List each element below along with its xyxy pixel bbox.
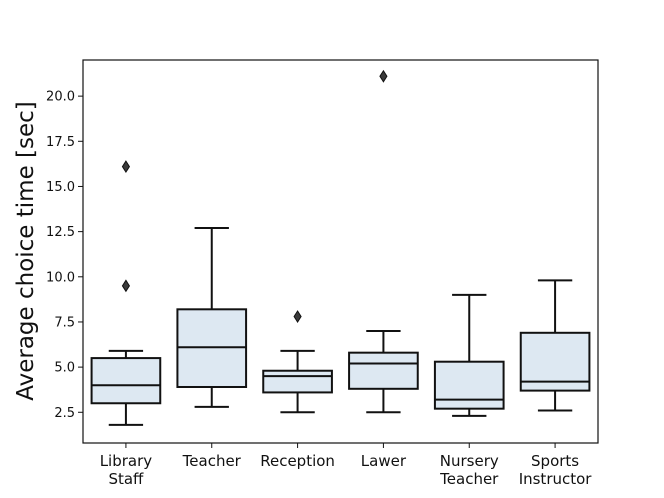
y-tick-label: 10.0 [46, 270, 75, 285]
x-tick-label-line: Reception [260, 452, 335, 470]
x-tick-label-line: Library [100, 452, 153, 470]
x-tick-label-line: Instructor [519, 470, 593, 488]
x-tick-label: Reception [260, 452, 335, 470]
x-tick-label: Library Staff [100, 452, 153, 488]
box-group [519, 279, 591, 412]
x-axis: Library Staff Teacher Reception Lawer Nursery… [100, 443, 593, 488]
plot-area-frame [82, 59, 599, 444]
x-tick-label-line: Teacher [439, 470, 499, 488]
y-tick-label: 7.5 [54, 315, 75, 330]
x-tick-label-line: Teacher [182, 452, 242, 470]
outlier-point [121, 279, 131, 293]
box-group [90, 160, 162, 426]
box-group [433, 293, 505, 417]
box-group [262, 310, 333, 414]
iqr-box [348, 351, 419, 390]
y-tick-label: 15.0 [46, 180, 75, 195]
iqr-box [262, 369, 333, 394]
box-group [176, 227, 248, 408]
y-axis: 2.5 5.0 7.5 10.0 12.5 15.0 17.5 20.0 [46, 90, 83, 421]
x-tick-label: Teacher [182, 452, 242, 470]
plot-marks [90, 69, 591, 426]
y-tick-label: 17.5 [46, 135, 75, 150]
x-tick-label-line: Sports [531, 452, 579, 470]
x-tick-label: Nursery Teacher [439, 452, 499, 488]
iqr-box [90, 357, 162, 405]
x-tick-label-line: Lawer [361, 452, 407, 470]
y-tick-label: 12.5 [46, 225, 75, 240]
y-tick-label: 5.0 [54, 361, 75, 376]
outlier-point [121, 160, 131, 174]
y-tick-label: 2.5 [54, 406, 75, 421]
x-tick-label-line: Staff [108, 470, 144, 488]
box-group [348, 69, 419, 414]
y-tick-label: 20.0 [46, 90, 75, 105]
x-tick-label: Sports Instructor [519, 452, 593, 488]
iqr-box [433, 360, 505, 410]
outlier-point [379, 69, 388, 83]
x-tick-label: Lawer [361, 452, 407, 470]
outlier-point [293, 310, 302, 323]
y-axis-title: Average choice time [sec] [13, 101, 39, 401]
x-tick-label-line: Nursery [440, 452, 499, 470]
